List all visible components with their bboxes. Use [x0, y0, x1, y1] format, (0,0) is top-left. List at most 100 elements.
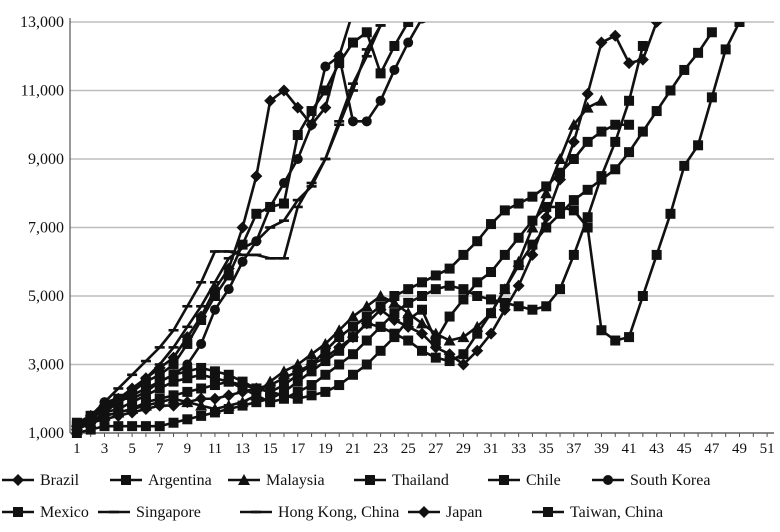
data-point-diamond	[540, 211, 553, 224]
data-point-square	[389, 308, 400, 319]
data-point-square	[543, 507, 553, 517]
data-point-diamond	[485, 327, 498, 340]
data-point-square	[251, 208, 262, 219]
legend-label: Singapore	[136, 504, 201, 521]
data-point-square	[320, 386, 331, 397]
data-point-square	[527, 239, 538, 250]
data-point-square	[706, 27, 717, 38]
data-point-square	[637, 291, 648, 301]
data-point-square	[223, 404, 234, 415]
legend: Brazil Argentina Malaysia Thailand Chile Sout…	[2, 472, 710, 521]
y-tick-label: 9,000	[28, 151, 64, 168]
x-tick-label: 39	[594, 441, 609, 457]
x-tick-label: 1	[73, 441, 81, 457]
data-point-square	[71, 428, 82, 438]
x-tick-label: 47	[704, 441, 720, 457]
data-point-square	[444, 356, 455, 367]
legend-label: Hong Kong, China	[278, 504, 399, 521]
data-point-circle	[292, 154, 303, 164]
data-point-square	[472, 236, 483, 247]
data-point-diamond	[153, 399, 166, 412]
x-tick-label: 29	[456, 441, 471, 457]
data-point-square	[306, 106, 317, 117]
data-point-square	[693, 47, 704, 58]
data-point-triangle	[595, 94, 608, 106]
data-point-square	[555, 167, 566, 178]
data-point-diamond	[12, 474, 24, 486]
data-point-diamond	[636, 53, 649, 66]
data-point-circle	[182, 359, 193, 370]
data-point-square	[734, 22, 745, 27]
data-point-square	[486, 267, 497, 278]
data-point-square	[361, 359, 372, 370]
data-point-square	[347, 369, 358, 380]
data-point-square	[651, 249, 662, 260]
data-point-square	[513, 198, 524, 209]
data-point-square	[472, 277, 483, 288]
data-point-square	[458, 284, 469, 295]
data-point-square	[196, 314, 207, 325]
data-point-square	[209, 291, 220, 301]
x-tick-label: 43	[649, 441, 664, 457]
data-point-square	[472, 328, 483, 339]
y-tick-label: 13,000	[20, 14, 64, 31]
data-point-square	[430, 335, 441, 346]
legend-item-mexico: Mexico	[2, 504, 89, 521]
data-point-square	[555, 284, 566, 295]
data-point-circle	[403, 37, 414, 48]
data-point-diamond	[471, 344, 484, 357]
data-point-square	[140, 397, 151, 408]
data-point-square	[610, 136, 621, 147]
data-point-square	[541, 181, 552, 192]
data-point-square	[361, 311, 372, 322]
data-point-square	[292, 130, 303, 141]
data-point-square	[320, 85, 331, 96]
data-point-diamond	[595, 36, 608, 49]
data-point-circle	[306, 119, 317, 130]
data-point-circle	[265, 201, 276, 212]
data-point-circle	[375, 95, 386, 106]
data-point-square	[292, 376, 303, 387]
y-tick-label: 5,000	[28, 288, 64, 305]
data-point-diamond	[236, 221, 249, 234]
data-point-diamond	[208, 392, 221, 405]
data-point-square	[251, 390, 262, 401]
data-point-square	[596, 126, 607, 137]
data-point-square	[182, 373, 193, 384]
data-point-square	[651, 106, 662, 117]
series-south-korea	[71, 22, 426, 435]
data-point-square	[223, 369, 234, 380]
data-point-square	[610, 119, 621, 130]
data-point-diamond	[195, 392, 208, 405]
data-point-square	[403, 335, 414, 346]
data-point-square	[637, 126, 648, 137]
data-point-square	[527, 191, 538, 202]
y-tick-label: 7,000	[28, 220, 64, 237]
data-point-square	[306, 380, 317, 391]
data-point-circle	[209, 304, 220, 315]
data-point-square	[417, 304, 427, 315]
x-tick-label: 21	[345, 441, 360, 457]
data-point-square	[389, 291, 400, 301]
data-point-circle	[196, 338, 207, 349]
data-point-circle	[223, 284, 234, 295]
data-point-square	[472, 291, 483, 301]
data-point-diamond	[512, 279, 525, 292]
data-point-diamond	[319, 101, 332, 114]
data-point-square	[693, 140, 704, 151]
data-point-square	[403, 297, 414, 308]
data-point-square	[168, 376, 179, 387]
data-point-diamond	[291, 365, 304, 378]
data-point-circle	[334, 51, 345, 62]
data-point-square	[375, 345, 386, 356]
x-tick-label: 45	[677, 441, 692, 457]
legend-item-malaysia: Malaysia	[228, 472, 325, 489]
data-point-square	[582, 212, 593, 223]
legend-label: Taiwan, China	[570, 504, 663, 521]
x-tick-label: 5	[128, 441, 136, 457]
data-point-triangle	[540, 187, 553, 199]
data-point-square	[499, 297, 510, 308]
legend-label: Japan	[446, 504, 482, 521]
data-point-square	[637, 40, 648, 51]
data-point-square	[196, 383, 207, 394]
